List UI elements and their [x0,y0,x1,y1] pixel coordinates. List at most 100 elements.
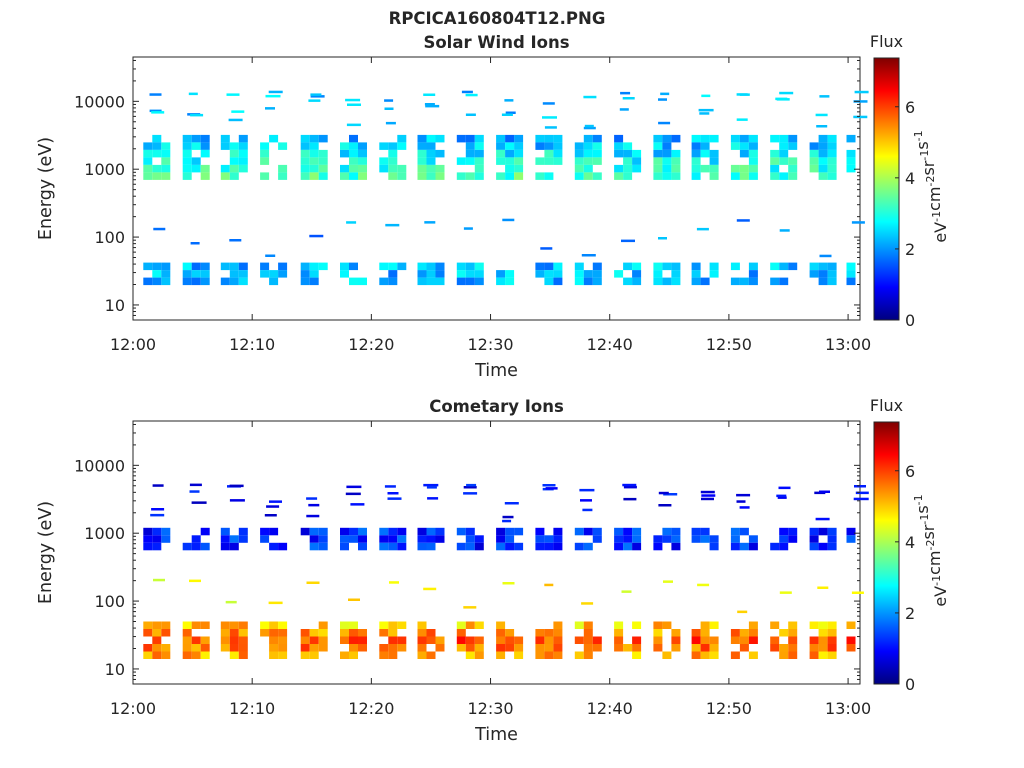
flux-cell [502,218,515,222]
flux-cell [737,610,748,614]
flux-cell [709,157,719,165]
flux-cell [739,164,749,173]
flux-cell [265,94,281,98]
flux-cell [300,142,310,150]
flux-cell [417,134,427,143]
flux-cell [161,157,171,165]
flux-cell [777,496,787,499]
flux-cell [229,149,239,158]
flux-cell [582,508,593,512]
flux-cell [815,113,828,117]
flux-cell [514,142,524,150]
flux-cell [691,636,701,644]
flux-cell [736,118,748,121]
flux-cell [182,542,192,551]
flux-cell [574,164,584,173]
flux-cell [584,124,594,128]
flux-cell [544,172,554,180]
flux-cell [152,149,162,158]
x-tick-label: 12:30 [467,335,513,354]
flux-cell [709,164,719,173]
flux-cell [318,644,328,652]
flux-cell [268,601,283,605]
flux-cell [553,134,563,143]
flux-cell [658,491,669,495]
flux-cell [505,172,515,180]
flux-cell [663,493,678,496]
flux-cell [505,149,515,158]
flux-cell [143,644,153,652]
flux-cell [691,172,701,180]
flux-cell [739,629,749,637]
flux-cell [200,636,210,644]
flux-cell [779,527,789,536]
flux-cell [417,164,427,173]
flux-cell [200,164,210,173]
flux-cell [662,535,672,543]
flux-cell [238,651,248,659]
flux-cell [653,157,663,165]
flux-cell [614,636,624,644]
flux-cell [788,164,798,173]
flux-cell [853,115,868,119]
colorbar-tick-label: 6 [905,98,915,117]
flux-cell [309,527,319,536]
flux-cell [379,142,389,150]
flux-cell [770,149,780,158]
flux-cell [691,644,701,652]
flux-cell [653,270,663,278]
flux-cell [827,542,837,551]
flux-cell [504,502,519,505]
flux-cell [691,651,701,659]
flux-cell [730,527,740,536]
flux-cell [260,629,270,637]
flux-cell [827,149,837,158]
x-tick-label: 12:50 [706,335,752,354]
flux-cell [161,527,171,536]
flux-cell [278,651,288,659]
flux-cell [308,503,320,507]
flux-cell [238,164,248,173]
flux-cell [544,629,554,637]
flux-cell [143,149,153,158]
flux-cell [671,636,681,644]
flux-cell [700,651,710,659]
flux-cell [583,149,593,158]
flux-cell [788,527,798,536]
flux-cell [621,239,635,243]
flux-cell [426,149,436,158]
flux-cell [583,270,593,278]
flux-cell [553,277,563,286]
flux-cell [426,157,436,165]
flux-cell [387,492,399,495]
flux-cell [846,270,856,278]
flux-cell [189,579,201,583]
flux-cell [583,142,593,150]
flux-cell [182,277,192,286]
flux-cell [535,527,545,536]
flux-cell [544,126,557,129]
flux-cell [435,270,445,278]
flux-cell [544,644,554,652]
flux-cell [152,172,162,180]
flux-cell [653,277,663,286]
flux-cell [465,527,475,536]
flux-cell [739,93,750,96]
flux-cell [143,651,153,659]
flux-cell [220,142,230,150]
flux-cell [435,535,445,543]
flux-cell [736,493,751,497]
flux-cell [663,580,673,583]
flux-cell [309,644,319,652]
flux-cell [535,542,545,551]
figure-title: RPCICA160804T12.PNG [389,9,606,28]
flux-cell [340,172,349,180]
y-axis: 10 100 1000 10000 Energy (eV) [36,59,860,321]
flux-cell [269,500,282,503]
flux-cell [417,644,427,652]
flux-cell [583,651,593,659]
flux-cell [574,277,584,286]
flux-cell [632,542,642,551]
flux-cell [709,621,719,629]
